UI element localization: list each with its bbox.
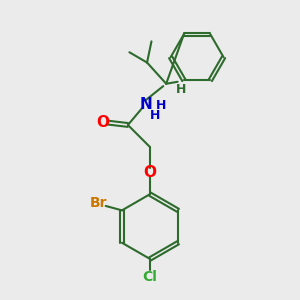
Text: H: H (176, 83, 186, 96)
Text: O: O (143, 165, 157, 180)
Text: H: H (156, 99, 166, 112)
Text: N: N (139, 97, 152, 112)
Text: H: H (150, 109, 160, 122)
Text: Cl: Cl (142, 270, 158, 283)
Text: O: O (96, 115, 110, 130)
Text: Br: Br (90, 196, 107, 210)
